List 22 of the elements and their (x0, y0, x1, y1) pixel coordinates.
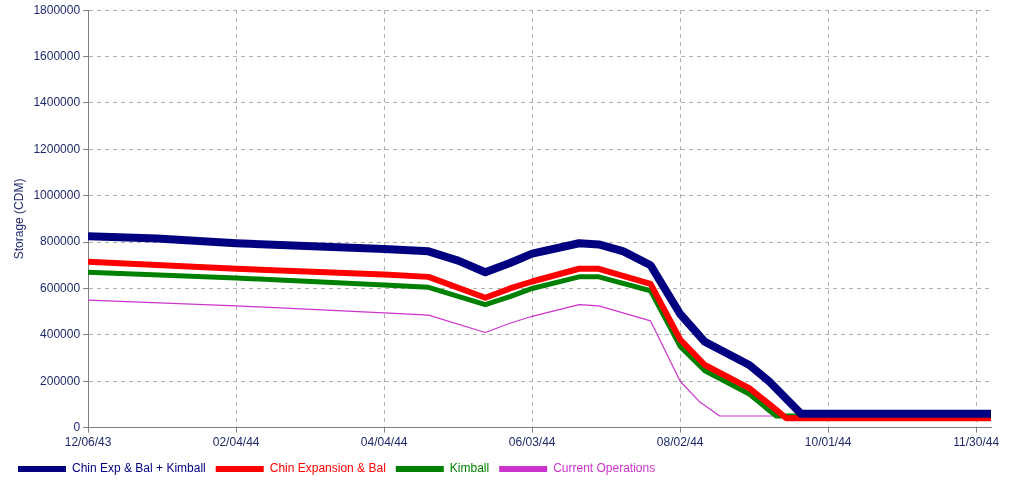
x-tick-label: 11/30/44 (953, 435, 1000, 450)
y-tick-label: 400000 (40, 327, 81, 342)
x-tick-label: 04/04/44 (360, 435, 408, 450)
y-tick-label: 1400000 (33, 95, 81, 110)
y-tick-label: 1000000 (33, 188, 81, 203)
legend-label: Chin Exp & Bal + Kimball (72, 461, 206, 476)
x-tick-label: 10/01/44 (804, 435, 852, 450)
legend-label: Current Operations (553, 461, 656, 476)
y-tick-label: 200000 (40, 373, 81, 388)
x-tick-label: 12/06/43 (64, 435, 112, 450)
y-tick-label: 0 (73, 419, 81, 434)
legend-label: Kimball (449, 461, 490, 476)
y-tick-label: 1200000 (33, 141, 81, 156)
y-tick-label: 1600000 (33, 48, 81, 63)
y-axis-title: Storage (CDM) (11, 178, 26, 260)
x-tick-label: 02/04/44 (212, 435, 260, 450)
y-tick-label: 600000 (40, 280, 81, 295)
legend-label: Chin Expansion & Bal (269, 461, 386, 476)
x-tick-label: 08/02/44 (656, 435, 704, 450)
y-tick-label: 1800000 (33, 2, 81, 17)
x-tick-label: 06/03/44 (508, 435, 556, 450)
y-tick-label: 800000 (40, 234, 81, 249)
